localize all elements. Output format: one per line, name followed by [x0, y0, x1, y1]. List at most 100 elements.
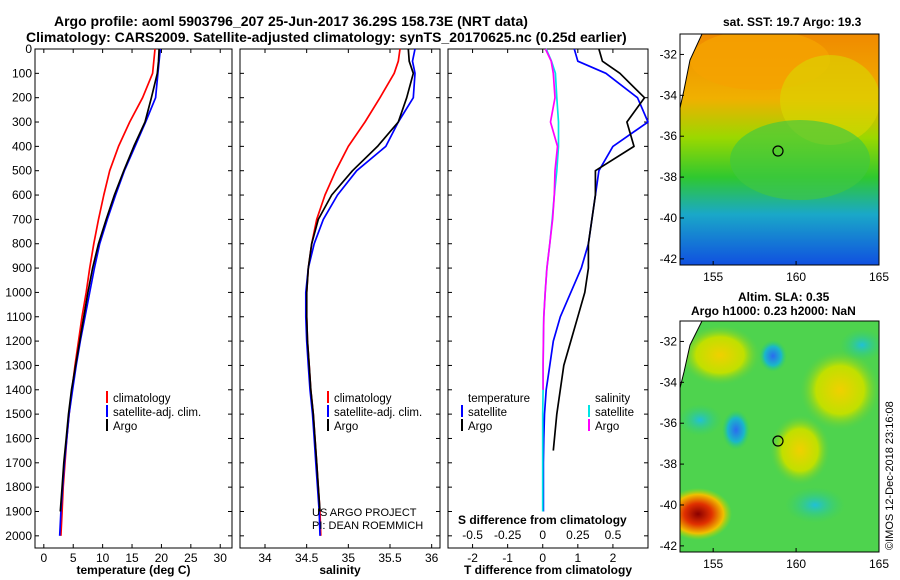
legend-t-satellite-label: satellite: [468, 407, 507, 419]
x-tick-label: -2: [467, 551, 478, 565]
map-y-tick-label: -38: [660, 457, 678, 471]
legend-argo-label: Argo: [113, 421, 137, 433]
sst-map-title: sat. SST: 19.7 Argo: 19.3: [723, 15, 862, 29]
y-tick-label: 900: [12, 261, 32, 275]
legend-temperature-heading: temperature: [468, 393, 530, 405]
x-tick-label: 35: [342, 551, 356, 565]
y-tick-label: 1900: [5, 504, 32, 518]
map-y-tick-label: -36: [660, 416, 678, 430]
legend-argo-label: Argo: [334, 421, 358, 433]
pi-credit: PI: DEAN ROEMMICH: [312, 520, 423, 532]
y-tick-label: 1400: [5, 383, 32, 397]
difference-legend-temperature: temperature satellite Argo: [461, 393, 530, 433]
map-x-tick-label: 165: [869, 270, 889, 284]
sla-cyan-blob: [680, 404, 722, 436]
map-y-tick-label: -42: [660, 539, 678, 553]
sla-cyan-blob: [840, 329, 879, 361]
map-x-tick-label: 160: [786, 270, 806, 284]
legend-climatology-label: climatology: [334, 393, 392, 405]
sla-yellow-blob: [800, 350, 879, 430]
x-tick-label: 10: [96, 551, 110, 565]
y-tick-label: 100: [12, 66, 32, 80]
map-y-tick-label: -36: [660, 129, 678, 143]
s-tick-label: 0.5: [605, 528, 622, 542]
imos-watermark: ©IMOS 12-Dec-2018 23:16:08: [884, 401, 896, 550]
s-tick-label: 0.25: [566, 528, 590, 542]
y-tick-label: 1000: [5, 285, 32, 299]
y-tick-label: 1100: [6, 310, 32, 324]
legend-s-argo-label: Argo: [595, 421, 619, 433]
x-tick-label: -1: [502, 551, 513, 565]
argo-float-marker: [772, 145, 784, 157]
difference-legend-salinity: salinity satellite Argo: [588, 393, 634, 433]
sla-blue-blob: [722, 410, 750, 450]
y-tick-label: 600: [12, 188, 32, 202]
y-tick-label: 700: [12, 212, 32, 226]
salinity-legend: climatology satellite-adj. clim. Argo: [327, 391, 422, 433]
series-line-argo: [305, 48, 415, 512]
legend-satellite-label: satellite-adj. clim.: [113, 407, 201, 419]
panel-frame: [447, 48, 649, 549]
sst-map-frame: [679, 33, 880, 266]
x-tick-label: 0: [40, 551, 47, 565]
y-tick-label: 1300: [5, 358, 32, 372]
s-tick-label: -0.25: [494, 528, 522, 542]
sla-map-title: Altim. SLA: 0.35: [738, 290, 830, 304]
series-line-climatology: [60, 48, 156, 536]
y-tick-label: 800: [12, 237, 32, 251]
x-axis-label: temperature (deg C): [76, 563, 190, 577]
salinity-panel: 34 34.5 35 35.5 36 salinity: [239, 48, 441, 577]
panel-frame: [239, 48, 441, 549]
x-tick-label: 34.5: [295, 551, 319, 565]
legend-climatology-label: climatology: [113, 393, 171, 405]
map-y-tick-label: -32: [660, 47, 678, 61]
series-line-climatology: [305, 48, 401, 536]
map-x-tick-label: 160: [786, 557, 806, 571]
map-x-tick-label: 165: [869, 557, 889, 571]
map-y-tick-label: -34: [660, 88, 678, 102]
coastline: [680, 321, 703, 389]
sla-map: [679, 320, 880, 553]
x-tick-label: 30: [214, 551, 228, 565]
legend-s-satellite-label: satellite: [595, 407, 634, 419]
sst-green-patch: [730, 120, 870, 200]
difference-panel: -2 -1 0 1 2 -0.5 -0.25 0 0.25 0.5 T difference fro…: [447, 48, 649, 577]
map-y-tick-label: -40: [660, 211, 678, 225]
temperature-panel: 0100200300400500600700800900100011001200…: [5, 42, 233, 577]
x-tick-label: 35.5: [378, 551, 402, 565]
series-line-s-argo: [542, 48, 559, 390]
map-y-tick-label: -40: [660, 498, 678, 512]
sla-map-subtitle: Argo h1000: 0.23 h2000: NaN: [691, 304, 856, 318]
sla-red-blob: [680, 488, 732, 540]
argo-float-marker: [772, 435, 784, 447]
x-tick-label: 1: [574, 551, 581, 565]
sla-map-axes: 155 160 165 -32 -34 -36 -38 -40 -42: [660, 334, 890, 571]
map-x-tick-label: 155: [703, 270, 723, 284]
sla-yellow-blob: [680, 325, 760, 385]
sla-map-frame: [679, 320, 880, 553]
figure-title-line-2: Climatology: CARS2009. Satellite-adjuste…: [26, 29, 627, 45]
sla-yellow-blob: [770, 415, 830, 485]
map-y-tick-label: -42: [660, 252, 678, 266]
y-tick-label: 200: [12, 91, 32, 105]
y-tick-label: 1500: [5, 407, 32, 421]
x-axis-label: T difference from climatology: [464, 563, 632, 577]
legend-t-argo-label: Argo: [468, 421, 492, 433]
figure-title-line-1: Argo profile: aoml 5903796_207 25-Jun-20…: [54, 13, 528, 29]
sst-map-axes: 155 160 165 -32 -34 -36 -38 -40 -42: [660, 47, 890, 284]
y-tick-label: 500: [12, 164, 32, 178]
panel-frame: [34, 48, 233, 549]
series-line-argo: [59, 48, 160, 512]
x-tick-label: 15: [125, 551, 139, 565]
x-tick-label: 2: [610, 551, 617, 565]
map-y-tick-label: -34: [660, 375, 678, 389]
coastline: [680, 34, 703, 109]
y-tick-label: 1700: [5, 456, 32, 470]
series-line-argo: [552, 48, 646, 451]
y-tick-label: 2000: [5, 529, 32, 543]
temperature-legend: climatology satellite-adj. clim. Argo: [106, 391, 201, 433]
sla-blue-blob: [759, 340, 787, 372]
x-tick-label: 36: [425, 551, 439, 565]
x-axis-label: salinity: [319, 563, 361, 577]
